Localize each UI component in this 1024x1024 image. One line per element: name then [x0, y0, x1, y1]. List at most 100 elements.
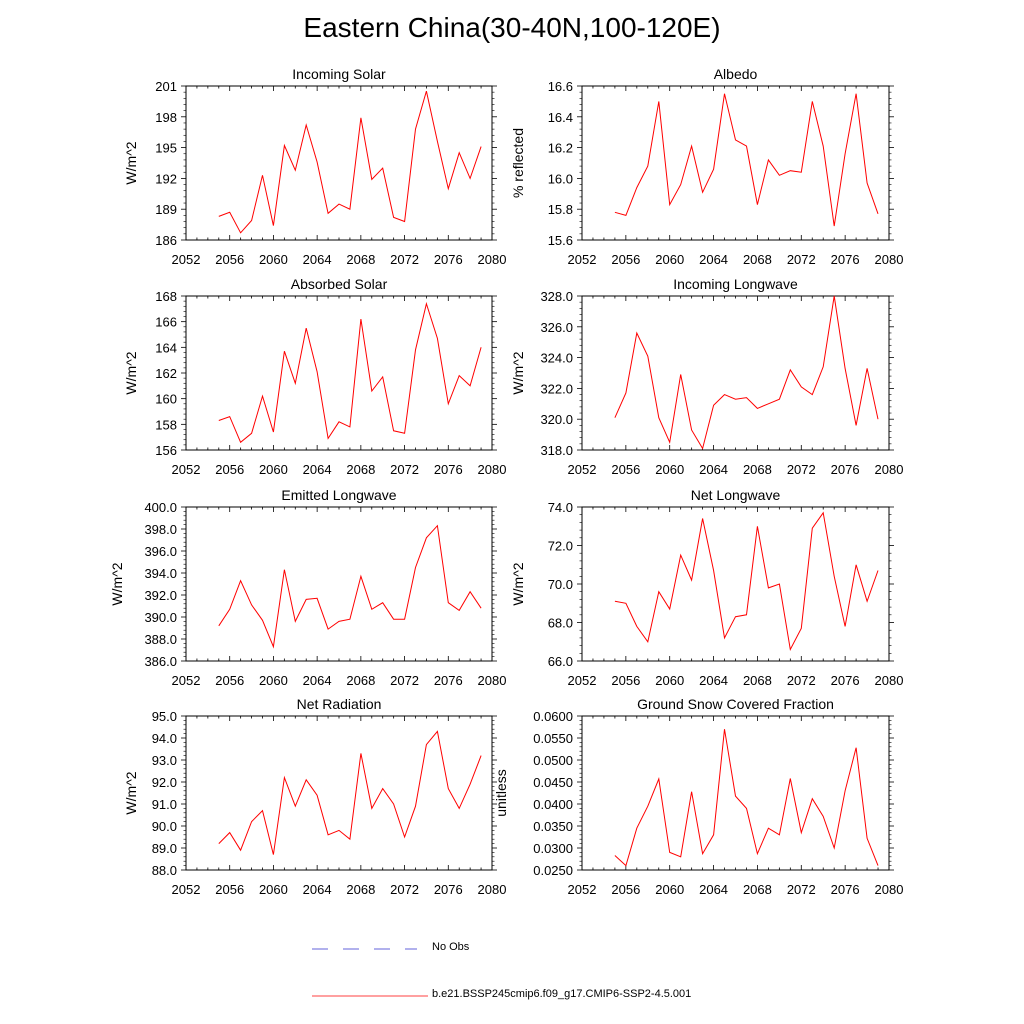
- legend-model-line: [312, 995, 428, 997]
- y-tick-label: 160: [155, 392, 177, 407]
- y-tick-label: 186: [155, 233, 177, 248]
- x-tick-label: 2052: [172, 882, 201, 897]
- x-tick-label: 2080: [478, 252, 507, 267]
- y-axis-label: W/m^2: [123, 351, 139, 394]
- plot-frame: [185, 295, 493, 451]
- x-tick-label: 2060: [655, 673, 684, 688]
- y-tick-label: 158: [155, 417, 177, 432]
- y-axis-label: W/m^2: [109, 562, 125, 605]
- y-tick-label: 89.0: [152, 841, 177, 856]
- x-tick-label: 2080: [875, 673, 904, 688]
- x-tick-label: 2080: [875, 252, 904, 267]
- y-tick-label: 198: [155, 110, 177, 125]
- legend-model: b.e21.BSSP245cmip6.f09_g17.CMIP6-SSP2-4.…: [312, 988, 691, 1003]
- y-axis-label: W/m^2: [123, 771, 139, 814]
- y-tick-label: 15.6: [548, 233, 573, 248]
- y-tick-label: 162: [155, 366, 177, 381]
- y-tick-label: 396.0: [144, 544, 177, 559]
- x-tick-label: 2060: [655, 462, 684, 477]
- x-tick-label: 2076: [434, 462, 463, 477]
- x-tick-label: 2076: [434, 882, 463, 897]
- plot-frame: [185, 715, 493, 871]
- legend-obs-line: [312, 948, 417, 950]
- y-tick-label: 388.0: [144, 632, 177, 647]
- y-tick-label: 0.0550: [533, 731, 573, 746]
- y-tick-label: 386.0: [144, 654, 177, 669]
- y-tick-label: 68.0: [548, 616, 573, 631]
- legend-obs: No Obs: [312, 941, 469, 956]
- x-tick-label: 2076: [831, 673, 860, 688]
- y-tick-label: 0.0400: [533, 797, 573, 812]
- y-axis-label: W/m^2: [510, 351, 526, 394]
- x-tick-label: 2064: [699, 882, 728, 897]
- x-tick-label: 2072: [390, 252, 419, 267]
- series-line-1: [218, 524, 482, 649]
- y-tick-label: 400.0: [144, 500, 177, 515]
- y-tick-label: 74.0: [548, 500, 573, 515]
- y-tick-label: 189: [155, 202, 177, 217]
- y-tick-label: 192: [155, 171, 177, 186]
- x-tick-label: 2080: [875, 882, 904, 897]
- panel-2: 2052 2056 2060 2064 2068 2072 2076 2080 15.6 15.8…: [510, 66, 903, 267]
- x-tick-label: 2060: [655, 882, 684, 897]
- y-tick-label: 95.0: [152, 709, 177, 724]
- x-tick-label: 2080: [875, 462, 904, 477]
- x-tick-label: 2068: [743, 252, 772, 267]
- y-tick-label: 0.0500: [533, 753, 573, 768]
- x-tick-label: 2060: [259, 252, 288, 267]
- y-tick-label: 93.0: [152, 753, 177, 768]
- x-tick-label: 2056: [215, 673, 244, 688]
- x-tick-label: 2064: [303, 462, 332, 477]
- y-axis-label: W/m^2: [123, 141, 139, 184]
- panel-title: Incoming Solar: [292, 66, 386, 82]
- series-line-1: [614, 729, 879, 867]
- x-tick-label: 2072: [390, 882, 419, 897]
- x-tick-label: 2076: [831, 252, 860, 267]
- series-line-1: [218, 730, 482, 855]
- x-tick-label: 2064: [699, 462, 728, 477]
- x-tick-label: 2068: [743, 462, 772, 477]
- y-tick-label: 16.0: [548, 171, 573, 186]
- y-axis-label: % reflected: [510, 128, 526, 198]
- x-tick-label: 2060: [259, 882, 288, 897]
- x-tick-label: 2052: [172, 673, 201, 688]
- y-tick-label: 90.0: [152, 819, 177, 834]
- y-tick-label: 70.0: [548, 577, 573, 592]
- x-tick-label: 2068: [346, 462, 375, 477]
- panel-title: Ground Snow Covered Fraction: [637, 696, 834, 712]
- y-tick-label: 394.0: [144, 566, 177, 581]
- panel-1: 2052 2056 2060 2064 2068 2072 2076 2080 186 189 19…: [123, 66, 506, 267]
- y-tick-label: 326.0: [540, 320, 573, 335]
- series-line-1: [614, 93, 879, 227]
- y-tick-label: 66.0: [548, 654, 573, 669]
- plot-frame: [581, 506, 890, 662]
- panel-title: Albedo: [714, 66, 758, 82]
- x-tick-label: 2052: [568, 673, 597, 688]
- panel-title: Net Radiation: [297, 696, 382, 712]
- x-tick-label: 2056: [611, 673, 640, 688]
- x-tick-label: 2064: [303, 252, 332, 267]
- x-tick-label: 2068: [346, 673, 375, 688]
- y-tick-label: 16.2: [548, 141, 573, 156]
- y-tick-label: 15.8: [548, 202, 573, 217]
- y-tick-label: 168: [155, 289, 177, 304]
- panel-title: Emitted Longwave: [281, 487, 396, 503]
- x-tick-label: 2056: [611, 252, 640, 267]
- y-tick-label: 16.4: [548, 110, 573, 125]
- x-tick-label: 2064: [303, 882, 332, 897]
- panel-3: 2052 2056 2060 2064 2068 2072 2076 2080 156 158 16…: [123, 276, 506, 477]
- x-tick-label: 2052: [172, 252, 201, 267]
- x-tick-label: 2068: [346, 252, 375, 267]
- x-tick-label: 2072: [787, 673, 816, 688]
- y-tick-label: 320.0: [540, 412, 573, 427]
- x-tick-label: 2056: [215, 462, 244, 477]
- y-tick-label: 164: [155, 340, 177, 355]
- x-tick-label: 2080: [478, 673, 507, 688]
- x-tick-label: 2072: [787, 252, 816, 267]
- x-tick-label: 2080: [478, 882, 507, 897]
- y-tick-label: 324.0: [540, 351, 573, 366]
- x-tick-label: 2052: [568, 882, 597, 897]
- x-tick-label: 2080: [478, 462, 507, 477]
- x-tick-label: 2072: [787, 462, 816, 477]
